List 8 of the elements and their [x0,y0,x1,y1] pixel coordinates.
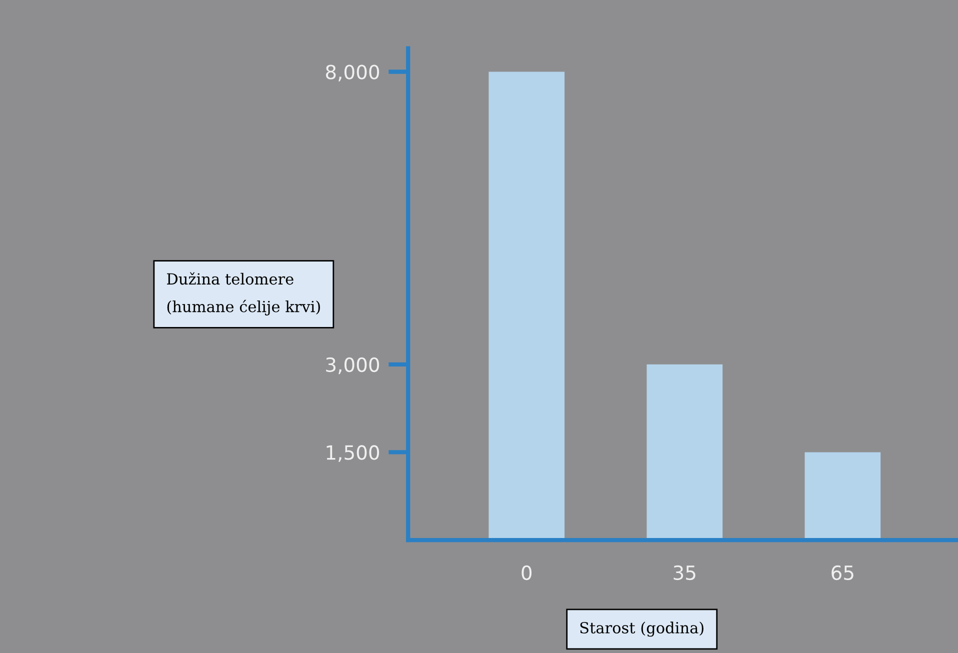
y-tick-label: 3,000 [326,357,380,374]
x-tick-label: 65 [832,565,854,580]
y-tick-label: 1,500 [326,445,380,462]
y-tick-label: 8,000 [326,64,380,82]
y-axis-title: Dužina telomere (humane ćelije krvi) [167,272,320,316]
x-tick-label: 35 [674,565,696,580]
x-axis-title: Starost (godina) [580,622,704,637]
x-tick-label: 0 [522,565,532,580]
